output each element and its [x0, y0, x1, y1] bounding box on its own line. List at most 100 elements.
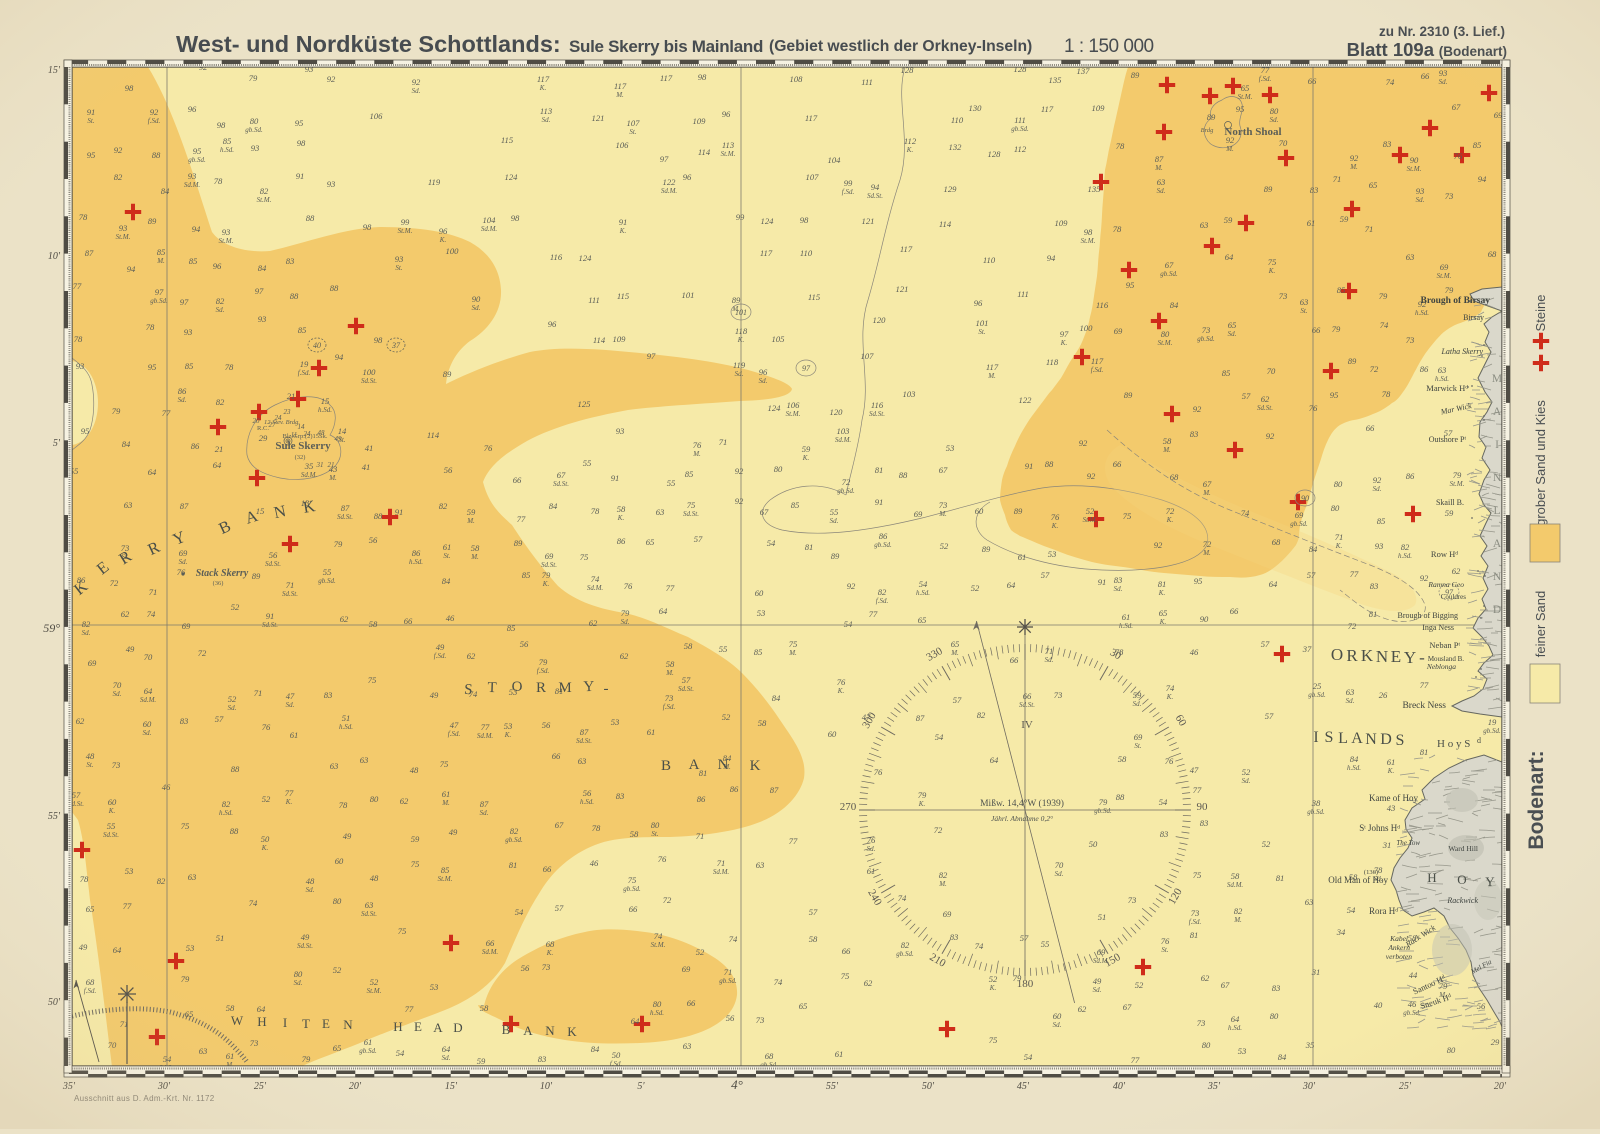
svg-text:89: 89: [148, 216, 157, 226]
svg-text:Sd.: Sd.: [178, 396, 187, 404]
svg-text:35': 35': [1207, 1081, 1221, 1092]
svg-text:75: 75: [1123, 511, 1132, 521]
svg-text:-: -: [604, 681, 609, 697]
svg-text:h.Sd.: h.Sd.: [409, 558, 423, 566]
svg-text:Sd.: Sd.: [1228, 330, 1237, 338]
svg-text:R: R: [1346, 646, 1358, 665]
svg-text:79: 79: [1013, 973, 1022, 983]
svg-text:Sd.: Sd.: [480, 809, 489, 817]
svg-text:Neblonga: Neblonga: [1426, 662, 1456, 671]
svg-text:66: 66: [513, 475, 522, 485]
svg-text:St.M.: St.M.: [398, 227, 413, 235]
svg-text:80: 80: [1447, 1045, 1456, 1055]
svg-text:87: 87: [85, 248, 94, 258]
svg-text:88: 88: [1116, 792, 1125, 802]
svg-text:85: 85: [791, 500, 800, 510]
svg-text:Sd.: Sd.: [1416, 196, 1425, 204]
svg-text:53: 53: [1238, 1046, 1247, 1056]
svg-text:St.M.: St.M.: [1158, 339, 1173, 347]
svg-text:25': 25': [1399, 1081, 1412, 1092]
svg-text:65: 65: [1241, 83, 1250, 93]
svg-text:55: 55: [323, 567, 332, 577]
svg-text:95: 95: [1126, 280, 1135, 290]
svg-text:K.: K.: [1159, 618, 1167, 626]
svg-text:K: K: [750, 758, 761, 774]
svg-text:61: 61: [1307, 218, 1316, 228]
svg-text:62: 62: [76, 716, 85, 726]
svg-text:K.: K.: [504, 731, 512, 739]
svg-text:Couldres: Couldres: [1441, 593, 1467, 601]
svg-text:59: 59: [1445, 508, 1454, 518]
svg-text:80: 80: [1334, 479, 1343, 489]
svg-text:St.: St.: [1134, 742, 1141, 750]
svg-text:E: E: [414, 1019, 422, 1034]
svg-text:89: 89: [514, 538, 523, 548]
svg-text:74: 74: [249, 898, 258, 908]
svg-text:Sd.M.: Sd.M.: [1093, 957, 1110, 965]
svg-text:zu Nr. 2310 (3. Lief.): zu Nr. 2310 (3. Lief.): [1379, 24, 1505, 39]
svg-text:93: 93: [616, 426, 625, 436]
svg-text:52: 52: [333, 965, 342, 975]
svg-text:56: 56: [444, 465, 453, 475]
svg-text:83: 83: [1383, 139, 1392, 149]
svg-text:10': 10': [540, 1081, 553, 1092]
svg-text:(Gebiet westlich der Orkney-In: (Gebiet westlich der Orkney-Inseln): [769, 38, 1032, 55]
svg-text:66: 66: [1366, 423, 1375, 433]
svg-text:37: 37: [1302, 644, 1312, 654]
svg-text:82: 82: [1234, 906, 1243, 916]
svg-text:5': 5': [53, 438, 61, 449]
svg-text:65: 65: [918, 615, 927, 625]
svg-text:49: 49: [436, 642, 445, 652]
svg-text:St.M.: St.M.: [786, 410, 801, 418]
svg-text:70: 70: [113, 680, 122, 690]
svg-text:gb.Sd.: gb.Sd.: [1483, 727, 1501, 735]
svg-text:81: 81: [1420, 747, 1429, 757]
svg-text:61: 61: [290, 730, 299, 740]
svg-text:82: 82: [977, 710, 986, 720]
svg-text:93: 93: [76, 361, 85, 371]
svg-text:81: 81: [509, 860, 518, 870]
svg-text:68: 68: [1488, 249, 1497, 259]
svg-text:69: 69: [914, 509, 923, 519]
svg-text:91: 91: [1025, 461, 1034, 471]
svg-text:95: 95: [81, 426, 90, 436]
svg-text:91: 91: [87, 107, 96, 117]
svg-text:M.: M.: [665, 669, 674, 677]
svg-text:117: 117: [1091, 356, 1104, 366]
svg-text:41: 41: [365, 443, 374, 453]
svg-text:IV: IV: [1021, 719, 1033, 731]
svg-text:46: 46: [446, 613, 455, 623]
svg-text:47: 47: [1190, 765, 1199, 775]
svg-text:Sd.: Sd.: [1053, 1021, 1062, 1029]
svg-text:80: 80: [370, 794, 379, 804]
svg-text:75: 75: [841, 971, 850, 981]
svg-text:48: 48: [306, 876, 315, 886]
svg-text:99: 99: [736, 212, 745, 222]
svg-text:31: 31: [1382, 840, 1392, 850]
svg-text:97: 97: [180, 297, 189, 307]
svg-text:58: 58: [630, 829, 639, 839]
svg-text:81: 81: [1276, 873, 1285, 883]
svg-text:Latha Skerry: Latha Skerry: [1440, 347, 1483, 356]
svg-text:f.Sd.: f.Sd.: [298, 369, 311, 377]
svg-text:f.Sd.: f.Sd.: [1091, 366, 1104, 374]
svg-text:104: 104: [483, 215, 497, 225]
svg-text:47: 47: [862, 712, 871, 722]
svg-text:91: 91: [266, 611, 275, 621]
svg-text:76: 76: [1454, 151, 1463, 161]
svg-text:Sd.St.: Sd.St.: [867, 192, 883, 200]
svg-text:73: 73: [112, 760, 121, 770]
svg-text:Sd.M.: Sd.M.: [587, 584, 604, 592]
svg-text:1 : 150 000: 1 : 150 000: [1064, 36, 1154, 57]
svg-text:68: 68: [765, 1051, 774, 1061]
svg-text:Sd.St.: Sd.St.: [576, 737, 592, 745]
svg-text:52: 52: [370, 977, 379, 987]
svg-text:54: 54: [515, 907, 524, 917]
svg-text:63: 63: [330, 761, 339, 771]
svg-text:92: 92: [1079, 438, 1088, 448]
svg-text:120: 120: [830, 407, 844, 417]
svg-text:82: 82: [901, 940, 910, 950]
svg-text:98: 98: [1084, 227, 1093, 237]
svg-text:O: O: [1457, 872, 1466, 887]
svg-text:St.: St.: [1300, 307, 1307, 315]
